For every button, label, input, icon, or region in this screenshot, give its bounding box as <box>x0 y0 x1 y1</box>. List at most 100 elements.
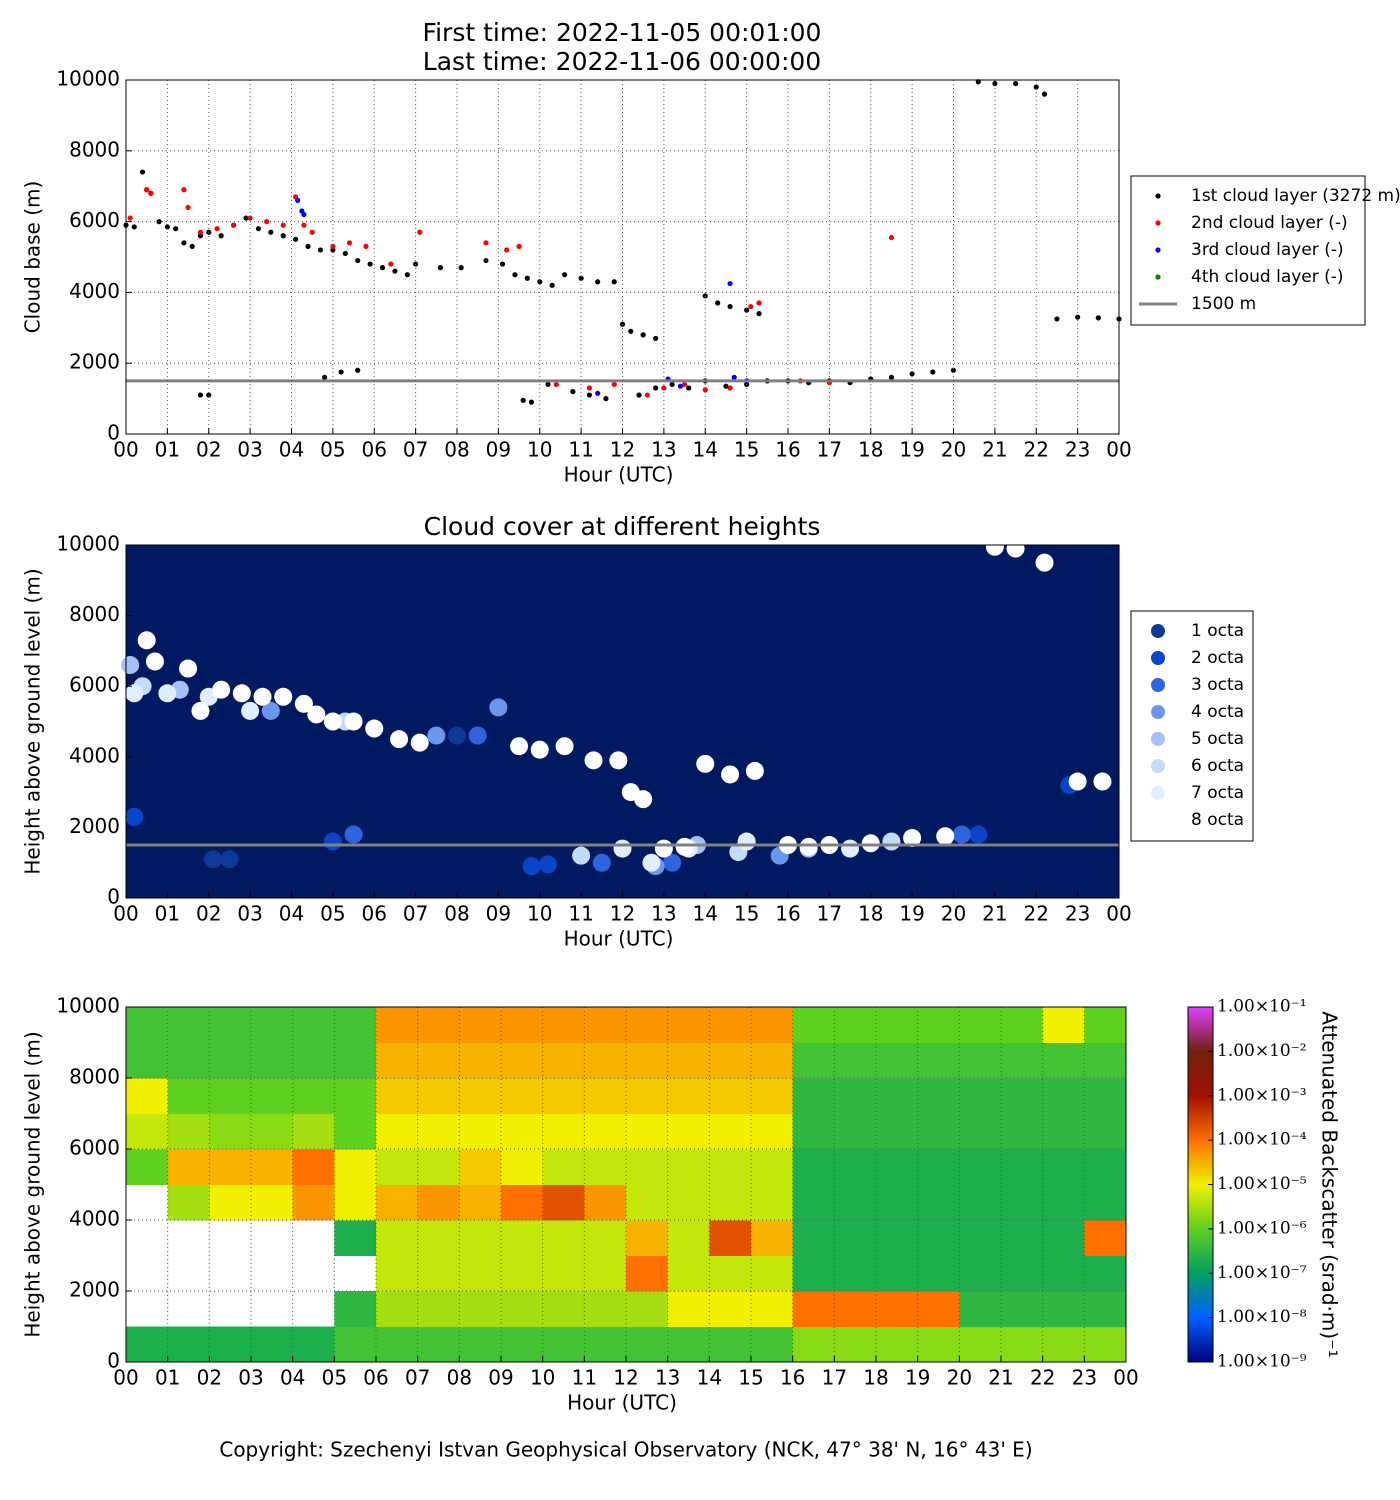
heatmap-cell <box>1001 1184 1044 1221</box>
heatmap-cell <box>459 1184 502 1221</box>
data-point <box>539 855 558 874</box>
heatmap-cell <box>584 1220 627 1256</box>
x-tick-label: 03 <box>237 902 262 926</box>
x-tick-label: 20 <box>941 438 966 462</box>
heatmap-cell <box>917 1291 960 1327</box>
data-point <box>121 656 140 675</box>
data-point <box>365 719 384 738</box>
heatmap-cell <box>834 1042 877 1079</box>
heatmap-cell <box>209 1113 252 1150</box>
heatmap-cell <box>417 1326 460 1363</box>
y-tick-label: 4000 <box>69 279 120 303</box>
heatmap-cell <box>1084 1007 1127 1043</box>
heatmap-cell <box>1042 1149 1085 1185</box>
y-tick-label: 0 <box>107 1349 120 1373</box>
data-point <box>702 293 708 299</box>
heatmap-cell <box>542 1042 585 1079</box>
data-point <box>342 250 348 257</box>
heatmap-cell <box>209 1184 252 1221</box>
heatmap-cell <box>1001 1007 1044 1043</box>
data-point <box>909 371 915 377</box>
plot-frame <box>125 79 1120 435</box>
heatmap-cell <box>709 1326 752 1363</box>
x-tick-label: 02 <box>196 902 221 926</box>
x-tick-label: 03 <box>237 438 262 462</box>
legend-marker <box>1151 732 1165 746</box>
heatmap-cell <box>626 1220 669 1256</box>
heatmap-cell <box>167 1078 210 1114</box>
heatmap-cell <box>376 1149 419 1185</box>
data-point <box>322 374 328 380</box>
y-tick-label: 2000 <box>69 350 120 374</box>
data-point <box>220 850 239 869</box>
heatmap-cell <box>917 1149 960 1185</box>
legend-label: 4 octa <box>1191 702 1244 722</box>
data-point <box>367 261 373 267</box>
x-tick-label: 00 <box>113 438 138 462</box>
heatmap-cell <box>667 1149 710 1185</box>
legend-label: 8 octa <box>1191 810 1244 830</box>
heatmap-cell <box>417 1255 460 1292</box>
heatmap-cell <box>292 1042 335 1079</box>
data-point <box>634 790 653 809</box>
heatmap-cell <box>459 1220 502 1256</box>
heatmap-cell <box>1084 1184 1127 1221</box>
data-point <box>640 332 646 338</box>
heatmap-cell <box>834 1149 877 1185</box>
data-point <box>756 311 762 317</box>
x-tick-label: 22 <box>1024 902 1049 926</box>
data-point <box>592 853 611 872</box>
heatmap-cell <box>876 1326 919 1363</box>
y-tick-label: 10000 <box>56 994 120 1018</box>
heatmap-cell <box>417 1007 460 1043</box>
heatmap-cell <box>584 1326 627 1363</box>
data-point <box>888 374 895 380</box>
data-point <box>410 733 429 752</box>
heatmap-cell <box>876 1113 919 1150</box>
data-point <box>745 761 764 780</box>
heatmap-cell <box>126 1149 169 1185</box>
x-tick-label: 00 <box>1106 438 1131 462</box>
heatmap-cell <box>334 1042 377 1079</box>
data-point <box>274 687 293 706</box>
y-tick-label: 0 <box>107 885 120 909</box>
legend-label: 1 octa <box>1191 621 1244 641</box>
heatmap-cell <box>626 1042 669 1079</box>
data-point <box>727 280 733 287</box>
x-tick-label: 03 <box>238 1366 263 1390</box>
heatmap-cell <box>709 1291 752 1327</box>
heatmap-cell <box>1042 1113 1085 1150</box>
data-point <box>715 300 721 306</box>
data-point <box>355 367 361 373</box>
data-point <box>669 381 675 388</box>
y-axis-label: Height above ground level (m) <box>21 1031 45 1337</box>
x-tick-label: 23 <box>1065 438 1090 462</box>
heatmap-cell <box>1084 1042 1127 1079</box>
data-point <box>185 204 191 211</box>
heatmap-cell <box>167 1007 210 1043</box>
data-point <box>952 825 971 844</box>
x-tick-label: 10 <box>527 902 552 926</box>
data-point <box>417 229 423 235</box>
data-point <box>930 369 936 375</box>
heatmap-cell <box>959 1184 1002 1221</box>
data-point <box>144 187 150 193</box>
heatmap-cell <box>917 1326 960 1363</box>
data-point <box>214 226 220 232</box>
data-point <box>388 261 394 267</box>
heatmap-cell <box>126 1326 169 1363</box>
data-point <box>181 187 187 193</box>
y-tick-label: 4000 <box>69 743 120 767</box>
data-point <box>570 388 576 395</box>
data-point <box>969 825 988 844</box>
y-tick-label: 10000 <box>56 532 120 556</box>
heatmap-cell <box>709 1113 752 1150</box>
data-point <box>427 726 446 745</box>
heatmap-cell <box>584 1042 627 1079</box>
heatmap-cell <box>1001 1113 1044 1150</box>
x-tick-label: 22 <box>1024 438 1049 462</box>
heatmap-cell <box>667 1326 710 1363</box>
chart-title: Cloud cover at different heights <box>424 512 821 541</box>
y-axis-label: Cloud base (m) <box>21 181 45 334</box>
data-point <box>522 857 541 876</box>
